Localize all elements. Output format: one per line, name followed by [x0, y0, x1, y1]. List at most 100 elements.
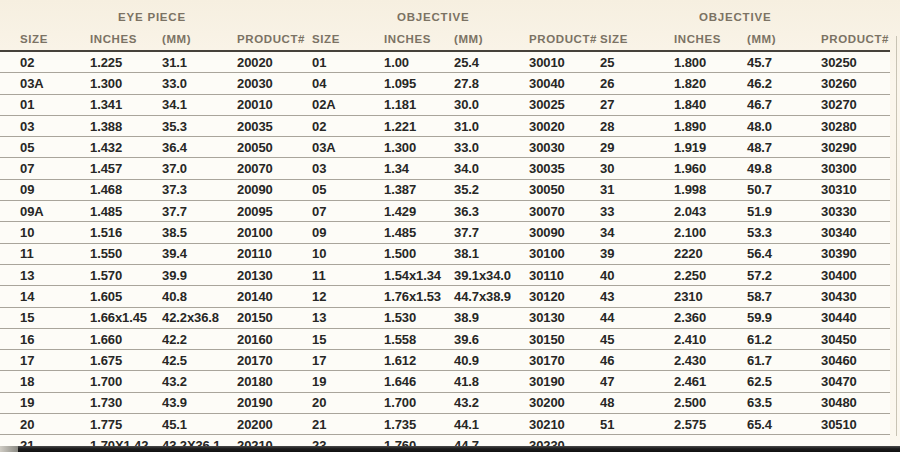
table-cell: 39.6	[454, 332, 529, 347]
table-cell: 2.575	[674, 417, 747, 432]
table-cell: 27.8	[454, 76, 529, 91]
table-body: 021.22531.120020011.0025.430010251.80045…	[0, 52, 890, 452]
table-cell: 13	[20, 268, 90, 283]
table-cell: 38.5	[162, 225, 237, 240]
table-cell: 1.341	[90, 97, 162, 112]
table-cell: 30100	[529, 246, 600, 261]
table-row: 151.66x1.4542.2x36.820150131.53038.93013…	[0, 308, 890, 329]
table-cell: 1.998	[674, 182, 747, 197]
table-cell: 43.9	[162, 395, 237, 410]
table-cell: 1.550	[90, 246, 162, 261]
table-cell: 1.34	[384, 161, 454, 176]
table-cell: 01	[20, 97, 90, 112]
table-cell: 30440	[821, 310, 890, 325]
table-cell: 20170	[237, 353, 312, 368]
table-cell: 43.2	[454, 395, 529, 410]
table-cell: 1.300	[90, 76, 162, 91]
table-cell: 13	[312, 310, 384, 325]
table-cell: 20090	[237, 182, 312, 197]
table-cell: 19	[20, 395, 90, 410]
table-cell: 07	[20, 161, 90, 176]
table-cell: 1.960	[674, 161, 747, 176]
table-cell: 05	[20, 140, 90, 155]
table-cell: 20150	[237, 310, 312, 325]
table-cell: 30510	[821, 417, 890, 432]
table-cell: 17	[312, 353, 384, 368]
table-row: 111.55039.420110101.50038.13010039222056…	[0, 244, 890, 265]
column-header-mm: (MM)	[454, 33, 529, 45]
table-cell: 1.612	[384, 353, 454, 368]
table-cell: 37.7	[454, 225, 529, 240]
table-cell: 1.500	[384, 246, 454, 261]
column-header-size: SIZE	[312, 33, 384, 45]
table-right-edge-line	[896, 36, 897, 436]
table-cell: 20100	[237, 225, 312, 240]
table-cell: 2.430	[674, 353, 747, 368]
table-cell: 39.4	[162, 246, 237, 261]
table-cell: 42.2	[162, 332, 237, 347]
table-cell: 20200	[237, 417, 312, 432]
table-cell: 1.700	[384, 395, 454, 410]
table-row: 091.46837.320090051.38735.230050311.9985…	[0, 180, 890, 201]
table-cell: 37.3	[162, 182, 237, 197]
table-cell: 42.2x36.8	[162, 310, 237, 325]
table-row: 051.43236.42005003A1.30033.030030291.919…	[0, 137, 890, 158]
table-cell: 34.1	[162, 97, 237, 112]
bottom-black-bar	[18, 446, 900, 452]
parts-table: EYE PIECE OBJECTIVE OBJECTIVE SIZE INCHE…	[0, 8, 890, 452]
table-cell: 30210	[529, 417, 600, 432]
table-cell: 1.700	[90, 374, 162, 389]
table-row: 131.57039.920130111.54x1.3439.1x34.03011…	[0, 265, 890, 286]
column-header-size: SIZE	[20, 33, 90, 45]
table-cell: 30280	[821, 119, 890, 134]
table-cell: 1.820	[674, 76, 747, 91]
table-cell: 58.7	[747, 289, 821, 304]
column-header-inches: INCHES	[674, 33, 747, 45]
table-cell: 34	[600, 225, 674, 240]
table-cell: 30150	[529, 332, 600, 347]
table-cell: 07	[312, 204, 384, 219]
table-cell: 30190	[529, 374, 600, 389]
table-cell: 02	[312, 119, 384, 134]
table-cell: 45	[600, 332, 674, 347]
table-cell: 33.0	[454, 140, 529, 155]
table-cell: 53.3	[747, 225, 821, 240]
table-cell: 1.225	[90, 55, 162, 70]
group-header-objective-1: OBJECTIVE	[397, 11, 469, 23]
table-cell: 59.9	[747, 310, 821, 325]
table-cell: 1.429	[384, 204, 454, 219]
table-cell: 30330	[821, 204, 890, 219]
column-header-size: SIZE	[600, 33, 674, 45]
table-cell: 03A	[312, 140, 384, 155]
column-header-product: PRODUCT#	[821, 33, 890, 45]
table-cell: 03	[312, 161, 384, 176]
table-cell: 65.4	[747, 417, 821, 432]
table-cell: 30050	[529, 182, 600, 197]
table-cell: 2.360	[674, 310, 747, 325]
table-cell: 2.461	[674, 374, 747, 389]
table-cell: 37.0	[162, 161, 237, 176]
table-cell: 39.9	[162, 268, 237, 283]
table-cell: 48	[600, 395, 674, 410]
table-cell: 30120	[529, 289, 600, 304]
table-cell: 45.7	[747, 55, 821, 70]
table-cell: 36.3	[454, 204, 529, 219]
table-cell: 20180	[237, 374, 312, 389]
table-cell: 1.181	[384, 97, 454, 112]
table-cell: 1.468	[90, 182, 162, 197]
table-cell: 46.7	[747, 97, 821, 112]
table-cell: 43	[600, 289, 674, 304]
table-cell: 25	[600, 55, 674, 70]
table-cell: 09A	[20, 204, 90, 219]
table-cell: 1.516	[90, 225, 162, 240]
table-cell: 30030	[529, 140, 600, 155]
table-row: 171.67542.520170171.61240.930170462.4306…	[0, 350, 890, 371]
table-cell: 2.250	[674, 268, 747, 283]
table-cell: 19	[312, 374, 384, 389]
table-cell: 1.300	[384, 140, 454, 155]
table-row: 141.60540.820140121.76x1.5344.7x38.93012…	[0, 286, 890, 307]
table-cell: 03	[20, 119, 90, 134]
table-cell: 49.8	[747, 161, 821, 176]
table-cell: 30	[600, 161, 674, 176]
table-cell: 09	[20, 182, 90, 197]
